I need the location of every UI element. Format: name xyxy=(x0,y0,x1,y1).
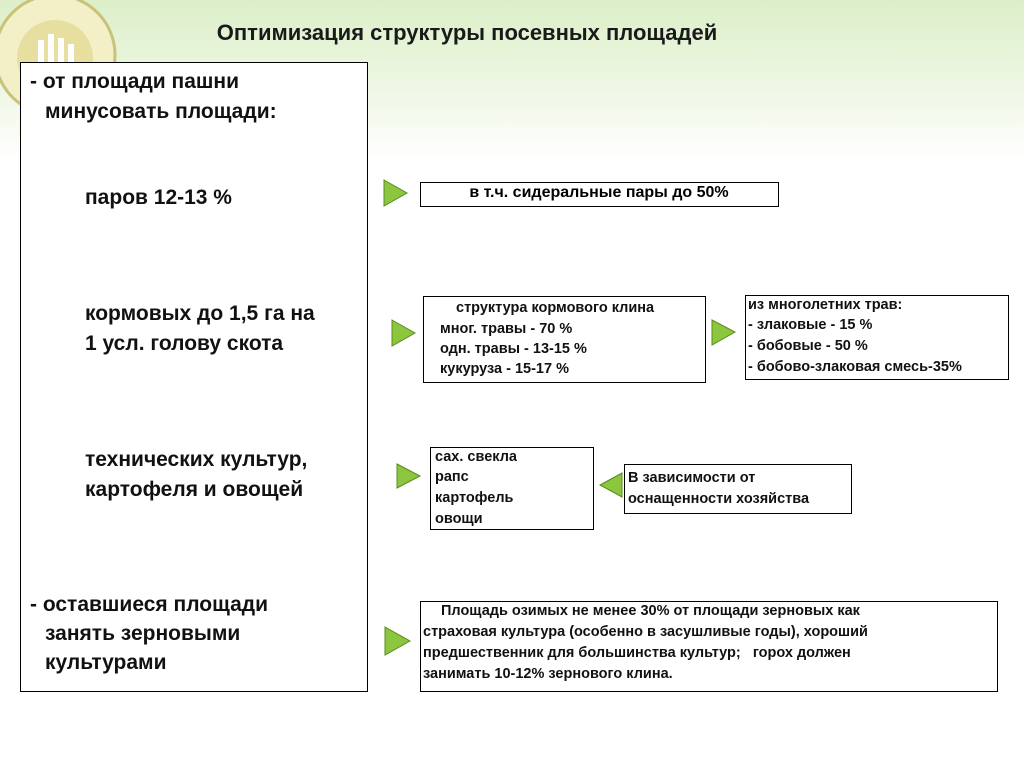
box xyxy=(624,464,852,514)
box-line: - злаковые - 15 % xyxy=(748,317,873,333)
panel-line: кормовых до 1,5 га на xyxy=(85,302,315,325)
panel-line: минусовать площади: xyxy=(45,100,277,123)
box-line: структура кормового клина xyxy=(456,300,655,316)
panel-line: занять зерновыми xyxy=(45,622,241,645)
panel-line: культурами xyxy=(45,651,167,674)
panel-line: - оставшиеся площади xyxy=(30,593,268,616)
box-line: рапс xyxy=(435,469,469,485)
box-line: В зависимости от xyxy=(628,470,756,486)
box-line: - бобово-злаковая смесь-35% xyxy=(748,359,962,375)
box xyxy=(423,296,706,383)
arrow xyxy=(383,179,409,207)
box xyxy=(430,447,594,530)
box xyxy=(745,295,1009,380)
box-line: из многолетних трав: xyxy=(748,297,903,313)
panel-line: паров 12-13 % xyxy=(85,186,232,209)
left-panel xyxy=(20,62,368,692)
box-line: в т.ч. сидеральные пары до 50% xyxy=(469,184,729,201)
arrow xyxy=(711,319,737,346)
box-line: мног. травы - 70 % xyxy=(440,321,573,337)
box-line: предшественник для большинства культур; … xyxy=(423,645,851,661)
box xyxy=(420,182,779,207)
arrow xyxy=(396,463,422,489)
arrow xyxy=(598,472,623,498)
panel-line: - от площади пашни xyxy=(30,70,240,93)
box-line: - бобовые - 50 % xyxy=(748,338,868,354)
box-line: овощи xyxy=(435,511,483,527)
box-line: оснащенности хозяйства xyxy=(628,491,810,507)
panel-line: 1 усл. голову скота xyxy=(85,332,284,355)
box-line: страховая культура (особенно в засушливы… xyxy=(423,624,868,640)
arrows xyxy=(383,179,737,656)
panel-line: картофеля и овощей xyxy=(85,478,304,501)
box xyxy=(420,601,998,692)
box-line: картофель xyxy=(435,490,514,506)
slide-title: Оптимизация структуры посевных площадей xyxy=(216,20,718,45)
box-line: занимать 10-12% зернового клина. xyxy=(423,666,673,682)
box-line: Площадь озимых не менее 30% от площади з… xyxy=(441,603,860,619)
panel-line: технических культур, xyxy=(85,448,308,471)
box-line: кукуруза - 15-17 % xyxy=(440,361,569,377)
arrow xyxy=(384,626,412,656)
box-line: сах. свекла xyxy=(435,449,517,465)
arrow xyxy=(391,319,417,347)
box-line: одн. травы - 13-15 % xyxy=(440,341,587,357)
logo-bars xyxy=(38,34,74,74)
